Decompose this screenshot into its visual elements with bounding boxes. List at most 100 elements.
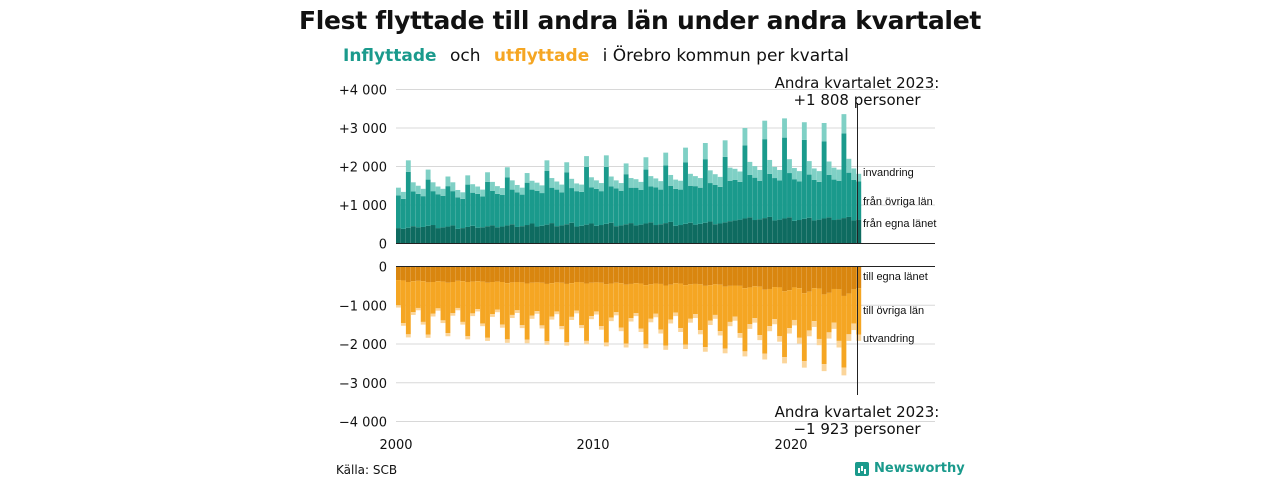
bar-segment-utvandring (697, 330, 703, 335)
bar-segment-från-övriga-län (633, 187, 639, 226)
bar-segment-till-övriga-län (445, 282, 451, 334)
bar-segment-till-övriga-län (490, 282, 495, 315)
bar-segment-utvandring (618, 327, 624, 332)
bar-segment-till-övriga-län (410, 281, 416, 313)
source-note: Källa: SCB (336, 463, 398, 477)
bar-segment-till-egna-länet (499, 266, 505, 282)
bar-segment-från-egna-länet (727, 221, 733, 244)
bar-segment-från-egna-länet (569, 222, 575, 244)
bar-segment-från-egna-länet (485, 226, 490, 244)
bar-segment-utvandring (539, 325, 545, 329)
bar-segment-utvandring (420, 321, 426, 325)
bar-segment-till-övriga-län (702, 285, 708, 348)
bar-segment-från-övriga-län (717, 186, 723, 224)
bar-segment-utvandring (460, 321, 466, 325)
bar-segment-invandring (856, 173, 862, 182)
bar-segment-till-egna-länet (475, 266, 481, 282)
bar-segment-från-övriga-län (796, 181, 802, 221)
bar-segment-till-egna-länet (420, 266, 426, 282)
bar-segment-invandring (405, 160, 411, 172)
bar-segment-från-övriga-län (643, 169, 649, 224)
bar-segment-från-övriga-län (648, 186, 654, 223)
bar-segment-från-övriga-län (806, 174, 812, 218)
bar-segment-invandring (475, 186, 481, 194)
bar-segment-till-övriga-län (767, 288, 773, 327)
bar-segment-till-egna-länet (608, 266, 614, 284)
bar-segment-till-övriga-län (851, 289, 857, 324)
bar-segment-från-egna-länet (613, 226, 619, 244)
bar-segment-till-egna-länet (821, 266, 827, 295)
bar-segment-från-egna-länet (410, 226, 416, 244)
bar-segment-utvandring (846, 334, 852, 341)
bar-segment-till-egna-länet (816, 266, 822, 289)
bar-segment-invandring (762, 120, 768, 140)
bar-segment-från-egna-länet (846, 216, 852, 244)
bar-segment-från-övriga-län (742, 145, 748, 219)
bar-segment-till-egna-länet (509, 266, 515, 283)
bar-segment-till-övriga-län (405, 282, 411, 335)
bar-segment-till-egna-länet (618, 266, 624, 284)
bar-segment-till-egna-länet (569, 266, 575, 284)
bar-segment-till-övriga-län (653, 283, 659, 314)
bar-segment-till-egna-länet (678, 266, 683, 284)
subtitle-och: och (449, 46, 481, 66)
bar-segment-utvandring (524, 339, 530, 344)
bar-segment-från-egna-länet (400, 228, 406, 244)
bar-segment-till-övriga-län (673, 283, 679, 313)
bar-segment-från-övriga-län (618, 190, 624, 226)
bar-segment-från-egna-länet (430, 225, 436, 244)
bar-segment-till-övriga-län (628, 283, 634, 319)
bar-segment-till-övriga-län (465, 282, 471, 337)
bar-segment-invandring (722, 140, 728, 157)
bar-segment-utvandring (440, 320, 446, 324)
subtitle-rest: i Örebro kommun per kvartal (602, 46, 849, 66)
bar-segment-utvandring (504, 339, 510, 343)
bar-segment-invandring (589, 177, 594, 188)
bar-segment-utvandring (752, 318, 758, 323)
bar-segment-invandring (688, 173, 693, 186)
bar-segment-från-egna-länet (529, 223, 535, 244)
bar-segment-till-egna-länet (623, 266, 629, 285)
bar-segment-utvandring (405, 334, 411, 338)
bar-segment-från-egna-länet (420, 226, 426, 244)
bar-segment-till-övriga-län (683, 285, 688, 345)
bar-segment-invandring (430, 182, 436, 192)
chart-subtitle: Inflyttade och utflyttade i Örebro kommu… (343, 46, 857, 66)
bar-segment-utvandring (633, 313, 639, 317)
bar-segment-invandring (747, 161, 753, 175)
bar-segment-från-övriga-län (816, 181, 822, 220)
bar-segment-till-övriga-län (831, 288, 837, 323)
bar-segment-från-egna-länet (554, 226, 560, 244)
bar-segment-från-egna-länet (712, 224, 718, 244)
bar-segment-från-egna-länet (772, 220, 778, 244)
y-tick-label: −1 000 (339, 299, 387, 314)
bar-segment-till-övriga-län (846, 293, 852, 335)
bar-segment-från-egna-länet (618, 225, 624, 244)
bar-segment-från-egna-länet (504, 225, 510, 244)
bar-segment-invandring (490, 181, 495, 191)
bar-segment-till-egna-länet (410, 266, 416, 282)
bar-segment-invandring (792, 168, 797, 180)
bar-segment-invandring (524, 173, 530, 183)
bar-segment-invandring (465, 175, 471, 185)
bar-segment-invandring (559, 184, 565, 193)
bar-segment-invandring (569, 178, 575, 189)
bar-segment-invandring (603, 155, 609, 167)
bar-segment-från-egna-länet (450, 225, 456, 244)
bar-segment-från-övriga-län (544, 170, 550, 225)
bar-segment-från-egna-länet (792, 220, 797, 244)
bar-segment-utvandring (836, 340, 842, 348)
bar-segment-till-övriga-län (613, 282, 619, 313)
bar-segment-utvandring (831, 322, 837, 329)
bar-segment-från-egna-länet (702, 222, 708, 244)
bar-segment-från-övriga-län (445, 186, 451, 227)
bar-segment-till-egna-länet (707, 266, 713, 286)
bar-segment-från-egna-länet (475, 227, 481, 244)
bar-segment-invandring (732, 168, 738, 180)
bar-segment-till-egna-länet (430, 266, 436, 282)
bar-segment-utvandring (594, 311, 599, 315)
bar-segment-till-övriga-län (450, 282, 456, 313)
bar-segment-från-egna-länet (732, 220, 738, 244)
subtitle-inflyttade: Inflyttade (343, 46, 437, 66)
bar-segment-från-egna-länet (668, 221, 674, 244)
